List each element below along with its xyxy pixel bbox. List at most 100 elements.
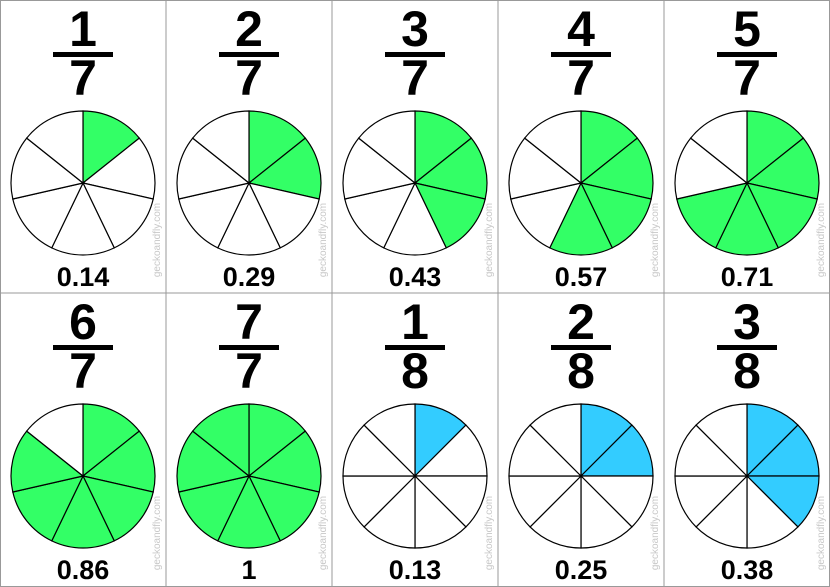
decimal-value: 0.13 — [389, 555, 442, 585]
empty-slice — [25, 110, 84, 185]
empty-slice — [695, 403, 748, 478]
decimal-value: 0.14 — [57, 262, 110, 292]
filled-slice — [745, 182, 818, 249]
decimal-value: 0.38 — [721, 555, 774, 585]
fraction-bar — [717, 345, 777, 350]
filled-slice — [82, 110, 141, 185]
empty-slice — [344, 182, 417, 249]
empty-slice — [674, 137, 749, 200]
watermark: geckoandfly.com — [816, 496, 827, 570]
decimal-value: 0.86 — [57, 555, 110, 585]
empty-slice — [191, 110, 250, 185]
empty-slice — [689, 110, 748, 185]
filled-slice — [548, 181, 614, 256]
decimal-value: 0.29 — [223, 262, 276, 292]
filled-slice — [714, 181, 780, 256]
empty-slice — [25, 403, 84, 478]
empty-slice — [12, 182, 85, 249]
denominator: 7 — [235, 343, 263, 399]
empty-slice — [176, 137, 251, 200]
denominator: 8 — [567, 343, 595, 399]
filled-slice — [676, 182, 749, 249]
denominator: 7 — [69, 343, 97, 399]
numerator: 1 — [69, 1, 97, 57]
filled-slice — [413, 137, 488, 200]
empty-slice — [247, 182, 320, 249]
numerator: 2 — [567, 294, 595, 350]
decimal-value: 0.71 — [721, 262, 774, 292]
watermark: geckoandfly.com — [318, 496, 329, 570]
filled-slice — [82, 403, 141, 478]
numerator: 1 — [401, 294, 429, 350]
denominator: 7 — [401, 50, 429, 106]
filled-slice — [248, 110, 307, 185]
filled-slice — [81, 430, 156, 493]
filled-slice — [247, 430, 322, 493]
fraction-bar — [53, 52, 113, 57]
numerator: 3 — [733, 294, 761, 350]
watermark: geckoandfly.com — [152, 496, 163, 570]
empty-slice — [363, 403, 416, 478]
empty-slice — [81, 137, 156, 200]
filled-slice — [81, 475, 154, 542]
filled-slice — [413, 182, 486, 249]
fraction-bar — [385, 345, 445, 350]
filled-slice — [191, 403, 250, 478]
numerator: 5 — [733, 1, 761, 57]
empty-slice — [178, 182, 251, 249]
numerator: 7 — [235, 294, 263, 350]
empty-slice — [216, 181, 282, 256]
filled-slice — [178, 475, 251, 542]
decimal-value: 1 — [241, 555, 256, 585]
fraction-bar — [717, 52, 777, 57]
decimal-value: 0.57 — [555, 262, 608, 292]
denominator: 8 — [401, 343, 429, 399]
empty-slice — [50, 181, 116, 256]
filled-slice — [247, 137, 322, 200]
filled-slice — [579, 182, 652, 249]
filled-slice — [10, 430, 85, 493]
watermark: geckoandfly.com — [816, 203, 827, 277]
watermark: geckoandfly.com — [484, 496, 495, 570]
filled-slice — [414, 110, 473, 185]
fraction-bar — [551, 345, 611, 350]
empty-slice — [382, 181, 448, 256]
empty-slice — [510, 182, 583, 249]
empty-slice — [10, 137, 85, 200]
denominator: 8 — [733, 343, 761, 399]
decimal-value: 0.25 — [555, 555, 608, 585]
filled-slice — [50, 474, 116, 549]
watermark: geckoandfly.com — [484, 203, 495, 277]
filled-slice — [247, 475, 320, 542]
numerator: 4 — [567, 1, 595, 57]
filled-slice — [580, 110, 639, 185]
empty-slice — [357, 110, 416, 185]
empty-slice — [81, 182, 154, 249]
watermark: geckoandfly.com — [152, 203, 163, 277]
filled-slice — [745, 137, 820, 200]
watermark: geckoandfly.com — [650, 496, 661, 570]
fraction-bar — [385, 52, 445, 57]
empty-slice — [508, 137, 583, 200]
denominator: 7 — [733, 50, 761, 106]
watermark: geckoandfly.com — [318, 203, 329, 277]
filled-slice — [746, 110, 805, 185]
denominator: 7 — [235, 50, 263, 106]
filled-slice — [12, 475, 85, 542]
fraction-bar — [53, 345, 113, 350]
filled-slice — [579, 137, 654, 200]
numerator: 3 — [401, 1, 429, 57]
filled-slice — [248, 403, 307, 478]
empty-slice — [342, 137, 417, 200]
filled-slice — [176, 430, 251, 493]
fraction-bar — [219, 345, 279, 350]
numerator: 6 — [69, 294, 97, 350]
filled-slice — [216, 474, 282, 549]
decimal-value: 0.43 — [389, 262, 442, 292]
numerator: 2 — [235, 1, 263, 57]
watermark: geckoandfly.com — [650, 203, 661, 277]
fraction-bar — [551, 52, 611, 57]
denominator: 7 — [69, 50, 97, 106]
fraction-bar — [219, 52, 279, 57]
denominator: 7 — [567, 50, 595, 106]
